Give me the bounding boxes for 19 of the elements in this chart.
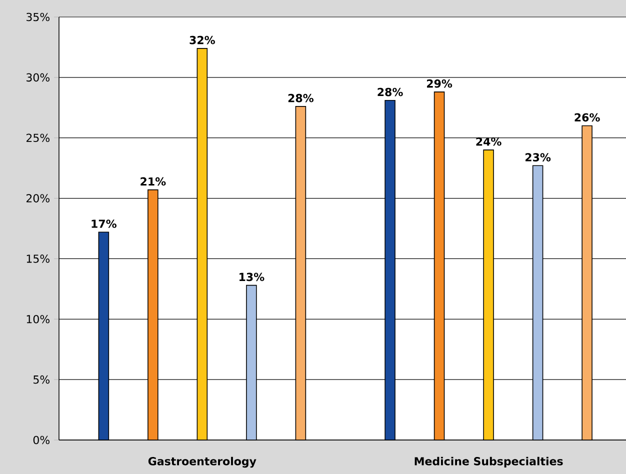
data-label: 28% bbox=[378, 88, 403, 96]
data-label: 26% bbox=[574, 113, 600, 122]
y-tick-label: 25% bbox=[26, 134, 50, 142]
y-tick-label: 30% bbox=[26, 73, 50, 82]
y-tick-label: 0% bbox=[33, 436, 50, 444]
y-tick-label: 5% bbox=[34, 375, 50, 384]
y-tick-label: 15% bbox=[26, 254, 50, 263]
y-tick-label: 10% bbox=[26, 314, 50, 324]
data-label: 29% bbox=[427, 79, 452, 88]
y-tick-label: 20% bbox=[26, 194, 50, 202]
data-label: 21% bbox=[140, 177, 166, 186]
data-label: 28% bbox=[288, 94, 314, 102]
y-tick-label: 35% bbox=[26, 12, 50, 22]
data-label: 32% bbox=[190, 36, 216, 44]
data-label: 17% bbox=[92, 220, 116, 228]
data-label: 23% bbox=[526, 153, 551, 162]
x-tick-label: Medicine Subspecialties bbox=[414, 456, 563, 468]
data-label: 13% bbox=[240, 272, 264, 282]
x-tick-label: Gastroenterology bbox=[148, 456, 256, 468]
